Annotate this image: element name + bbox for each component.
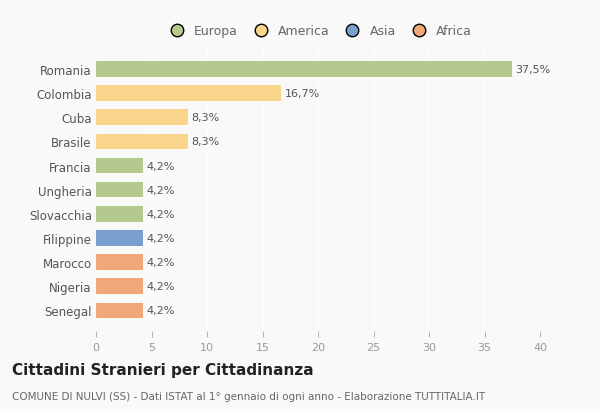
Text: Cittadini Stranieri per Cittadinanza: Cittadini Stranieri per Cittadinanza	[12, 362, 314, 377]
Bar	[96, 303, 143, 319]
Bar	[96, 279, 143, 294]
Bar	[96, 62, 512, 78]
Text: 16,7%: 16,7%	[285, 89, 320, 99]
Text: 8,3%: 8,3%	[191, 113, 220, 123]
Text: 8,3%: 8,3%	[191, 137, 220, 147]
Text: 4,2%: 4,2%	[146, 185, 175, 195]
Text: 4,2%: 4,2%	[146, 209, 175, 219]
Text: 4,2%: 4,2%	[146, 281, 175, 292]
Text: COMUNE DI NULVI (SS) - Dati ISTAT al 1° gennaio di ogni anno - Elaborazione TUTT: COMUNE DI NULVI (SS) - Dati ISTAT al 1° …	[12, 391, 485, 401]
Bar	[96, 158, 143, 174]
Bar	[96, 182, 143, 198]
Text: 4,2%: 4,2%	[146, 234, 175, 243]
Legend: Europa, America, Asia, Africa: Europa, America, Asia, Africa	[160, 21, 476, 42]
Bar	[96, 134, 188, 150]
Text: 4,2%: 4,2%	[146, 306, 175, 316]
Bar	[96, 207, 143, 222]
Bar	[96, 255, 143, 270]
Bar	[96, 231, 143, 246]
Bar	[96, 110, 188, 126]
Bar	[96, 86, 281, 102]
Text: 4,2%: 4,2%	[146, 258, 175, 267]
Text: 37,5%: 37,5%	[515, 65, 551, 75]
Text: 4,2%: 4,2%	[146, 161, 175, 171]
